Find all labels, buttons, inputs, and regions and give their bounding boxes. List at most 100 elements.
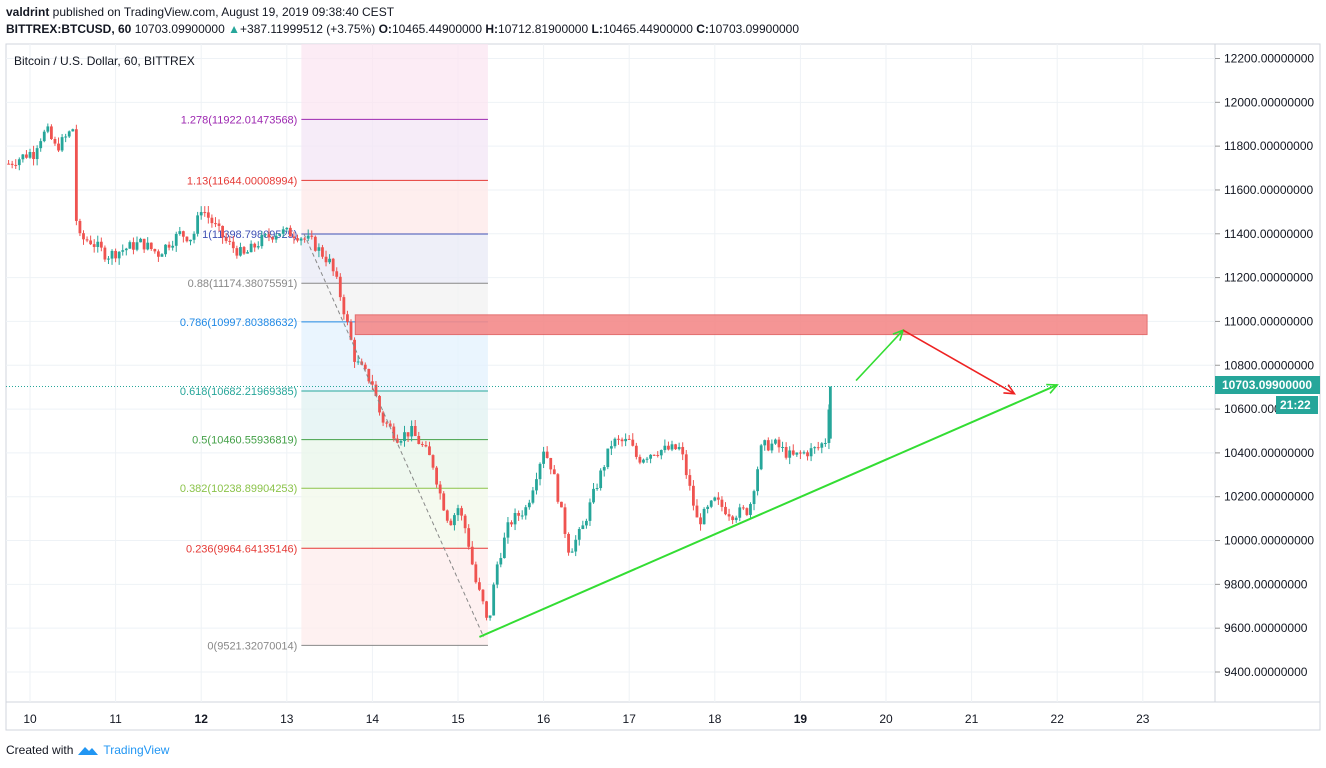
- candle-body: [574, 539, 578, 552]
- candle-body: [46, 126, 50, 132]
- candle-body: [153, 249, 157, 252]
- fib-level-label: 0.786(10997.80388632): [180, 317, 297, 329]
- candle-body: [353, 339, 356, 362]
- candle-body: [531, 490, 535, 503]
- fib-level-label: 0.88(11174.38075591): [188, 278, 298, 290]
- candle-body: [221, 225, 224, 238]
- candle-body: [196, 215, 200, 234]
- candle-body: [14, 164, 18, 166]
- price-tick-label: 10400.00000000: [1224, 446, 1314, 460]
- open-value: 10465.44900000: [391, 22, 483, 36]
- candle-body: [502, 537, 506, 559]
- fib-band: [301, 234, 488, 284]
- candle-body: [716, 497, 720, 500]
- candle-body: [60, 137, 64, 151]
- time-axis[interactable]: [5, 701, 1321, 731]
- countdown-badge: 21:22: [1276, 396, 1318, 414]
- candle-body: [734, 517, 738, 521]
- candle-body: [560, 501, 563, 508]
- candle-body: [142, 238, 146, 250]
- candle-body: [695, 505, 699, 518]
- candle-body: [114, 250, 117, 259]
- candle-body: [264, 234, 267, 236]
- candle-body: [752, 491, 756, 505]
- high-value: 10712.81900000: [498, 22, 589, 36]
- candle-body: [328, 258, 331, 263]
- green-arrow-line: [855, 329, 904, 382]
- candle-body: [652, 454, 656, 456]
- candle-body: [517, 513, 521, 516]
- candle-body: [720, 499, 724, 507]
- candle-body: [310, 235, 314, 237]
- tradingview-brand[interactable]: TradingView: [103, 743, 170, 757]
- candle-body: [378, 396, 381, 413]
- candle-body: [206, 212, 210, 218]
- candle-body: [53, 139, 57, 144]
- candle-body: [413, 425, 417, 436]
- fib-top-band: [301, 44, 488, 120]
- candle-body: [638, 456, 642, 463]
- candle-body: [634, 445, 638, 457]
- candle-body: [577, 529, 581, 540]
- trend-drawings[interactable]: [6, 233, 1215, 638]
- candle-body: [813, 447, 817, 449]
- candle-body: [770, 443, 774, 451]
- candle-body: [495, 564, 499, 585]
- fib-band: [301, 180, 488, 235]
- price-axis-labels: 12200.00000000 12000.00000000 11800.000000…: [1215, 52, 1314, 679]
- candle-body: [28, 151, 32, 158]
- candle-body: [702, 508, 706, 525]
- candle-body: [271, 237, 274, 240]
- plot-area[interactable]: [5, 43, 1216, 703]
- candle-body: [424, 444, 428, 447]
- candle-body: [645, 458, 649, 460]
- price-tick-label: 11200.00000000: [1224, 271, 1314, 285]
- candle-body: [820, 443, 824, 448]
- candle-body: [545, 451, 549, 458]
- candle-body: [235, 248, 239, 256]
- resistance-zone[interactable]: [354, 314, 1148, 336]
- time-tick-label: 18: [708, 712, 722, 726]
- candle-body: [485, 601, 488, 618]
- candle-body: [488, 615, 492, 618]
- price-tick-label: 10200.00000000: [1224, 490, 1314, 504]
- candle-body: [285, 227, 289, 230]
- candle-body: [117, 251, 121, 259]
- candle-body: [42, 131, 46, 142]
- candle-body: [288, 227, 292, 237]
- candle-body: [181, 231, 185, 237]
- candle-body: [606, 448, 610, 468]
- candle-body: [199, 212, 203, 216]
- candle-body: [756, 469, 759, 492]
- price-tick-label: 12200.00000000: [1224, 52, 1314, 66]
- candle-body: [239, 247, 242, 256]
- price-tick-label: 9400.00000000: [1224, 665, 1308, 679]
- author-name[interactable]: valdrint: [6, 5, 50, 19]
- price-tick-label: 12000.00000000: [1224, 95, 1314, 109]
- candle-body: [17, 159, 21, 166]
- candle-body: [107, 258, 110, 260]
- fib-trend-dashed: [303, 233, 485, 638]
- candle-body: [71, 129, 75, 132]
- candle-body: [449, 520, 453, 526]
- candle-body: [656, 454, 660, 456]
- candle-body: [549, 457, 553, 470]
- candle-body: [128, 242, 132, 249]
- price-tick-label: 11000.00000000: [1224, 314, 1314, 328]
- time-tick-label: 13: [280, 712, 294, 726]
- candle-body: [132, 242, 135, 250]
- candle-body: [749, 504, 752, 515]
- price-axis[interactable]: [1214, 43, 1321, 703]
- candle-body: [67, 131, 71, 137]
- candle-body: [178, 231, 182, 234]
- candle-body: [349, 321, 353, 340]
- time-tick-label: 21: [965, 712, 979, 726]
- fib-level-label: 1.278(11922.01473568): [181, 114, 298, 126]
- candle-body: [552, 469, 556, 475]
- red-arrowhead: [1003, 384, 1016, 395]
- candle-body: [510, 522, 513, 525]
- close-value: 10703.09900000: [708, 22, 800, 36]
- candle-body: [278, 233, 282, 236]
- fib-band: [301, 548, 488, 646]
